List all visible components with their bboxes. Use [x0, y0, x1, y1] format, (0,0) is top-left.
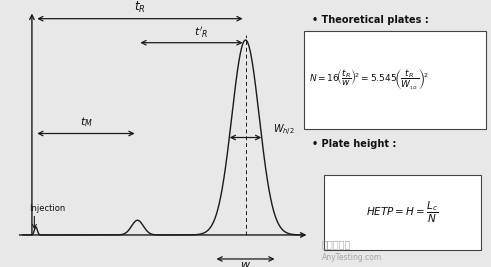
- Text: $W_{h/2}$: $W_{h/2}$: [273, 123, 294, 138]
- Text: $HETP=H=\dfrac{L_c}{N}$: $HETP=H=\dfrac{L_c}{N}$: [366, 200, 439, 225]
- Text: 嘉峪检测网: 嘉峪检测网: [322, 239, 351, 249]
- Text: • Theoretical plates :: • Theoretical plates :: [312, 15, 429, 25]
- Text: $t_M$: $t_M$: [80, 116, 92, 129]
- Text: $t'_R$: $t'_R$: [194, 25, 209, 40]
- FancyBboxPatch shape: [324, 175, 481, 250]
- Text: • Plate height :: • Plate height :: [312, 139, 396, 149]
- Text: Injection: Injection: [29, 204, 66, 213]
- Text: AnyTesting.com: AnyTesting.com: [322, 253, 382, 262]
- Text: $N=16\!\left(\dfrac{t_R}{w}\right)^{\!2}=5.545\!\left(\dfrac{t_R}{W_{_{1/2}}}\ri: $N=16\!\left(\dfrac{t_R}{w}\right)^{\!2}…: [309, 68, 429, 92]
- Text: $w$: $w$: [240, 260, 251, 267]
- FancyBboxPatch shape: [304, 31, 486, 129]
- Text: $t_R$: $t_R$: [134, 0, 146, 15]
